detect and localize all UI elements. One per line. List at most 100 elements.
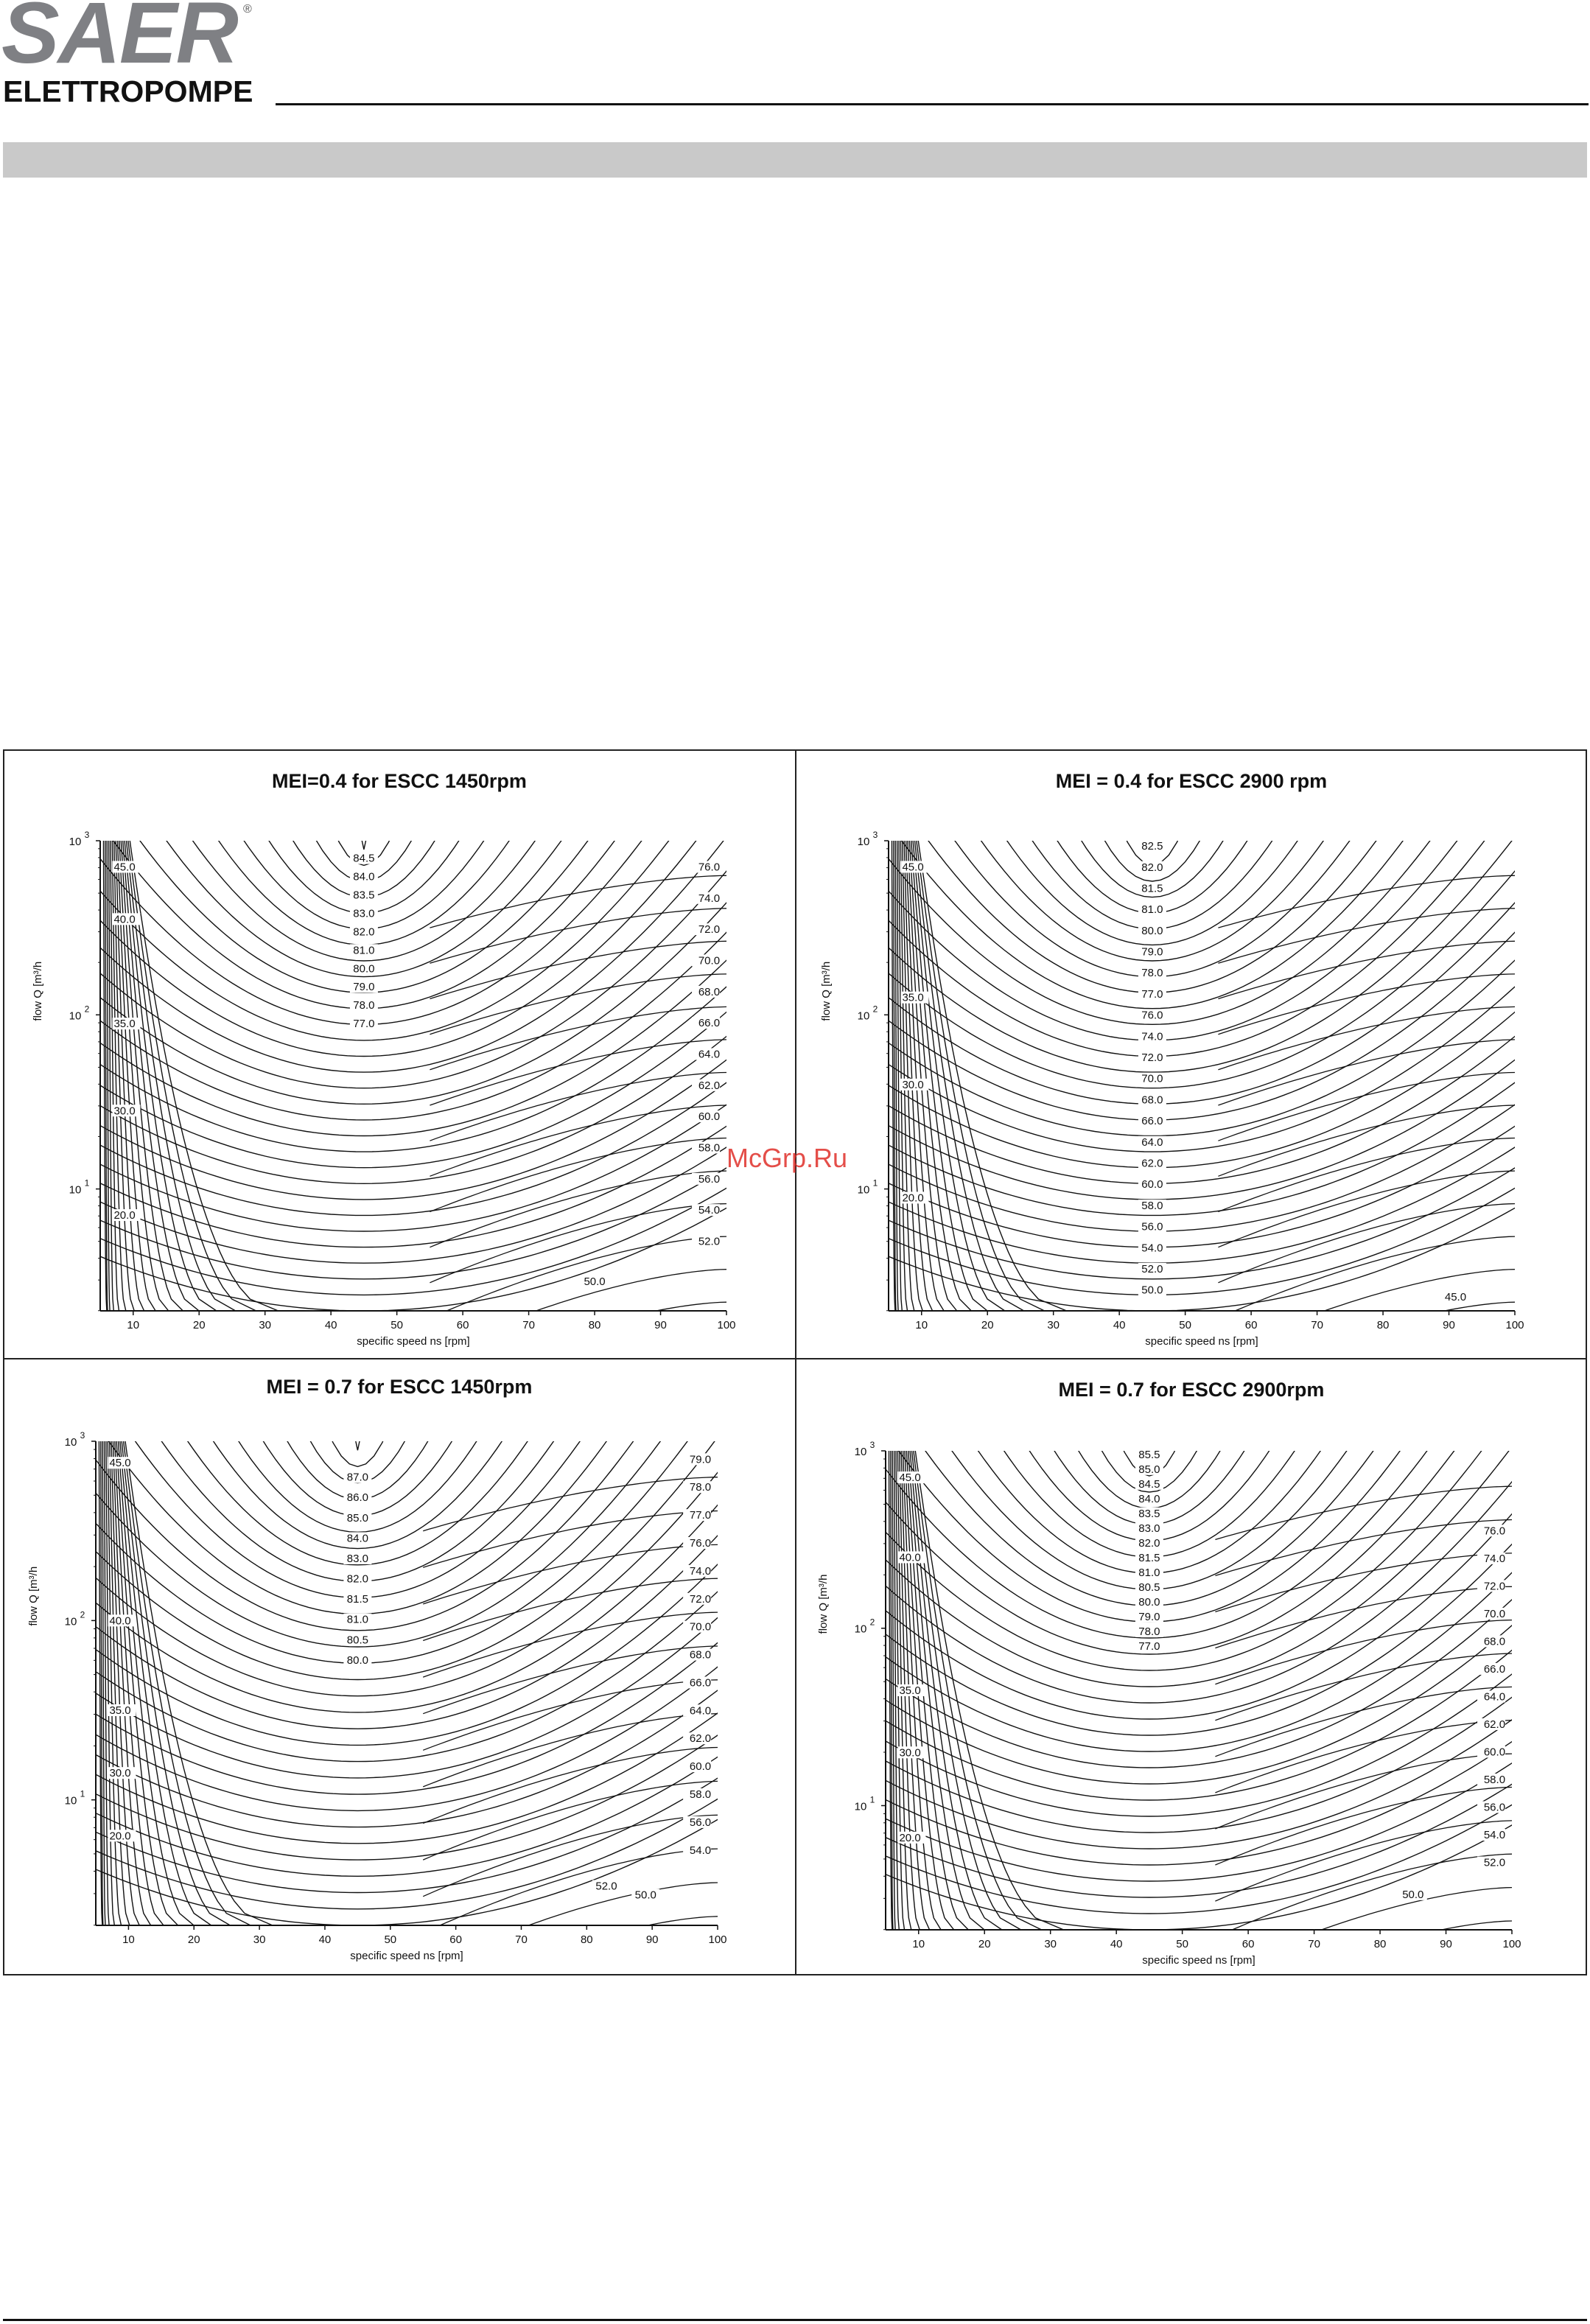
contour-chart-svg: MEI=0.4 for ESCC 1450rpm 10 20 30 40 50 60 70 80…	[32, 770, 736, 1348]
y-tick-exponent: 3	[80, 1430, 85, 1441]
contour-line-u	[889, 1125, 1515, 1248]
contour-line-u	[886, 1696, 1512, 1833]
contour-label: 76.0	[690, 1537, 711, 1550]
y-tick-label: 10	[65, 1615, 77, 1628]
contour-line-u	[293, 841, 435, 898]
contour-label: 81.5	[1141, 882, 1163, 895]
contour-label: 64.0	[1484, 1690, 1505, 1703]
y-tick-exponent: 2	[873, 1004, 878, 1014]
x-tick-label: 40	[1113, 1319, 1126, 1331]
y-tick-label: 10	[65, 1436, 77, 1449]
contour-line-u	[1003, 1451, 1295, 1558]
contour-label-bg	[343, 1653, 372, 1666]
contour-label-bg	[683, 1453, 712, 1466]
contour-label-bg	[692, 923, 721, 936]
x-tick-label: 10	[127, 1319, 139, 1331]
contour-label-bg	[343, 1511, 372, 1524]
contour-label: 60.0	[1484, 1746, 1505, 1758]
contour-line-u	[886, 1804, 1512, 1914]
contour-label-bg	[692, 1017, 721, 1029]
contour-label: 87.0	[347, 1471, 368, 1484]
x-tick-label: 70	[515, 1933, 528, 1946]
chart-panel-mei04-1450: MEI=0.4 for ESCC 1450rpm 10 20 30 40 50 60 70 80…	[4, 751, 794, 1357]
contour-line-left	[106, 841, 111, 1311]
x-tick-label: 30	[253, 1933, 266, 1946]
contour-label: 62.0	[698, 1079, 720, 1092]
contour-label: 80.5	[347, 1634, 368, 1646]
contour-label: 45.0	[109, 1457, 130, 1469]
contour-line-u	[100, 986, 726, 1152]
contour-label: 80.5	[1138, 1581, 1160, 1594]
y-tick-label: 10	[69, 836, 82, 848]
contour-label: 60.0	[690, 1760, 711, 1773]
contour-line-left	[98, 1441, 103, 1925]
contour-line-u	[886, 1649, 1512, 1801]
contour-line-right	[1215, 1820, 1512, 1902]
contour-line-right	[1215, 1519, 1512, 1577]
contour-label: 77.0	[1138, 1640, 1160, 1653]
contour-line-u	[100, 1147, 726, 1264]
contour-line-u	[139, 841, 589, 993]
contour-label-bg	[1138, 861, 1166, 873]
contour-line-right	[430, 973, 726, 1035]
contour-label: 81.0	[353, 944, 374, 956]
contour-label-bg	[1477, 1773, 1506, 1785]
contour-line-left	[917, 841, 1067, 1311]
contour-line-left	[110, 841, 120, 1311]
contour-label: 66.0	[1484, 1663, 1505, 1676]
x-tick-label: 10	[912, 1938, 925, 1950]
contour-line-u	[112, 841, 615, 1009]
chart-panel-mei07-2900: MEI = 0.7 for ESCC 2900rpm 10 20 30 40 50 60 70…	[796, 1359, 1586, 1974]
contour-line-u	[1081, 841, 1224, 898]
contour-line-left	[122, 1441, 251, 1925]
x-tick-label: 70	[1311, 1319, 1323, 1331]
x-tick-label: 90	[654, 1319, 667, 1331]
contour-label: 84.0	[353, 871, 374, 883]
brand-name: SAER	[1, 0, 239, 82]
contour-label: 20.0	[109, 1830, 130, 1842]
contour-label: 52.0	[698, 1235, 720, 1247]
contour-line-left	[111, 1441, 140, 1925]
contour-label-bg	[1135, 1625, 1163, 1637]
contour-label-bg	[683, 1620, 712, 1633]
contour-label-bg	[1138, 1157, 1166, 1169]
x-tick-label: 80	[1377, 1319, 1390, 1331]
contour-line-right	[1218, 875, 1515, 928]
contour-line-left	[912, 841, 1006, 1311]
contour-line-left	[916, 841, 1045, 1311]
contour-line-u	[889, 841, 1431, 1026]
contour-line-u	[1032, 841, 1273, 930]
contour-label: 50.0	[1141, 1284, 1163, 1297]
contour-line-u	[96, 1798, 718, 1910]
contour-label: 84.0	[347, 1532, 368, 1544]
contour-line-right	[422, 1814, 718, 1897]
brand-subtitle: ELETTROPOMPE	[3, 74, 253, 108]
contour-line-u	[954, 841, 1351, 978]
contour-label-bg	[1138, 945, 1166, 958]
contour-line-u	[96, 1777, 718, 1894]
chart-panel-mei07-1450: MEI = 0.7 for ESCC 1450rpm 10 20 30 40 50 60 70…	[4, 1359, 794, 1974]
contour-label-bg	[349, 999, 378, 1012]
contour-line-right	[1215, 1553, 1512, 1613]
y-tick-label: 10	[69, 1184, 82, 1197]
contour-line-right	[422, 1713, 718, 1788]
contour-label-bg	[692, 985, 721, 998]
contour-label: 45.0	[113, 861, 135, 873]
contour-line-u	[96, 1617, 718, 1779]
contour-label-bg	[1135, 1581, 1163, 1593]
x-tick-label: 80	[581, 1933, 593, 1946]
contour-line-u	[886, 1451, 1482, 1671]
contour-label-bg	[1138, 1009, 1166, 1021]
contour-label: 68.0	[1484, 1635, 1505, 1648]
contour-label: 76.0	[1484, 1525, 1505, 1537]
contour-label-bg	[343, 1593, 372, 1606]
x-tick-label: 10	[122, 1933, 135, 1946]
contour-label: 82.0	[353, 925, 374, 938]
contour-line-u	[186, 1441, 528, 1566]
contour-line-u	[886, 1572, 1512, 1752]
contour-label-bg	[1477, 1635, 1506, 1648]
contour-line-u	[925, 1451, 1374, 1606]
contour-line-left	[890, 1451, 894, 1930]
contour-label-bg	[1138, 1284, 1166, 1296]
contour-line-u	[889, 1207, 1515, 1311]
